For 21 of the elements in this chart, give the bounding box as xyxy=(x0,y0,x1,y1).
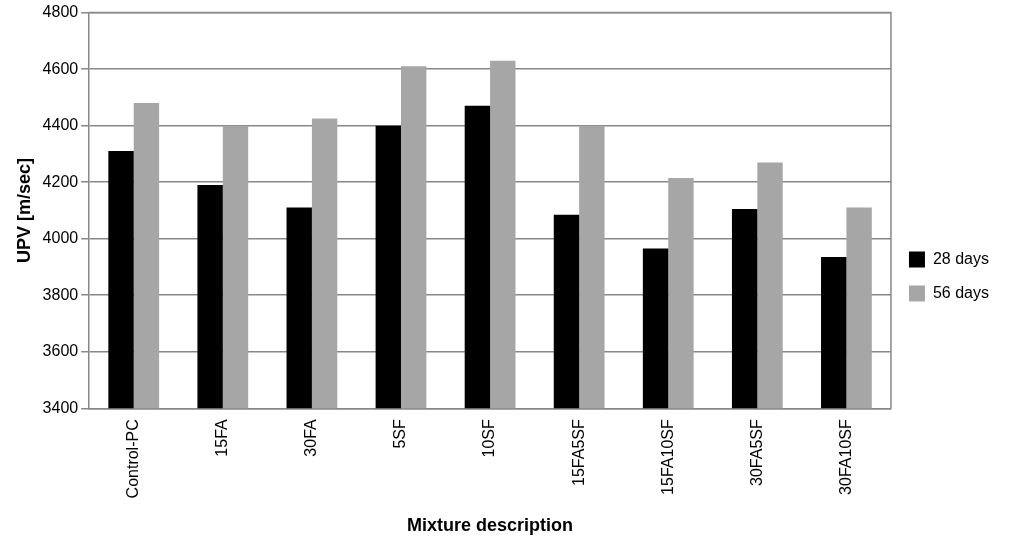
y-tick-label: 4800 xyxy=(42,3,79,21)
legend-label: 56 days xyxy=(932,283,990,301)
y-tick-label: 3600 xyxy=(42,342,79,360)
x-tick-label: 15FA10SF xyxy=(658,419,676,495)
y-tick-label: 4600 xyxy=(42,59,79,77)
x-tick-label: 5SF xyxy=(391,419,409,449)
x-tick-label: 30FA5SF xyxy=(747,419,765,486)
x-tick-label: 15FA5SF xyxy=(569,419,587,486)
y-tick-label: 4400 xyxy=(42,116,79,134)
x-tick-label: 30FA xyxy=(302,418,320,457)
x-tick-label: Control-PC xyxy=(124,419,142,499)
x-axis-title: Mixture description xyxy=(407,515,574,536)
y-axis-title: UPV [m/sec] xyxy=(13,157,34,263)
x-tick-label: 10SF xyxy=(480,419,498,458)
y-tick-label: 3400 xyxy=(42,398,79,416)
legend-label: 28 days xyxy=(932,249,990,267)
x-tick-label: 15FA xyxy=(213,418,231,457)
y-tick-label: 3800 xyxy=(42,285,79,303)
y-tick-label: 4000 xyxy=(42,229,79,247)
x-tick-label: 30FA10SF xyxy=(836,419,854,495)
y-tick-label: 4200 xyxy=(42,172,79,190)
